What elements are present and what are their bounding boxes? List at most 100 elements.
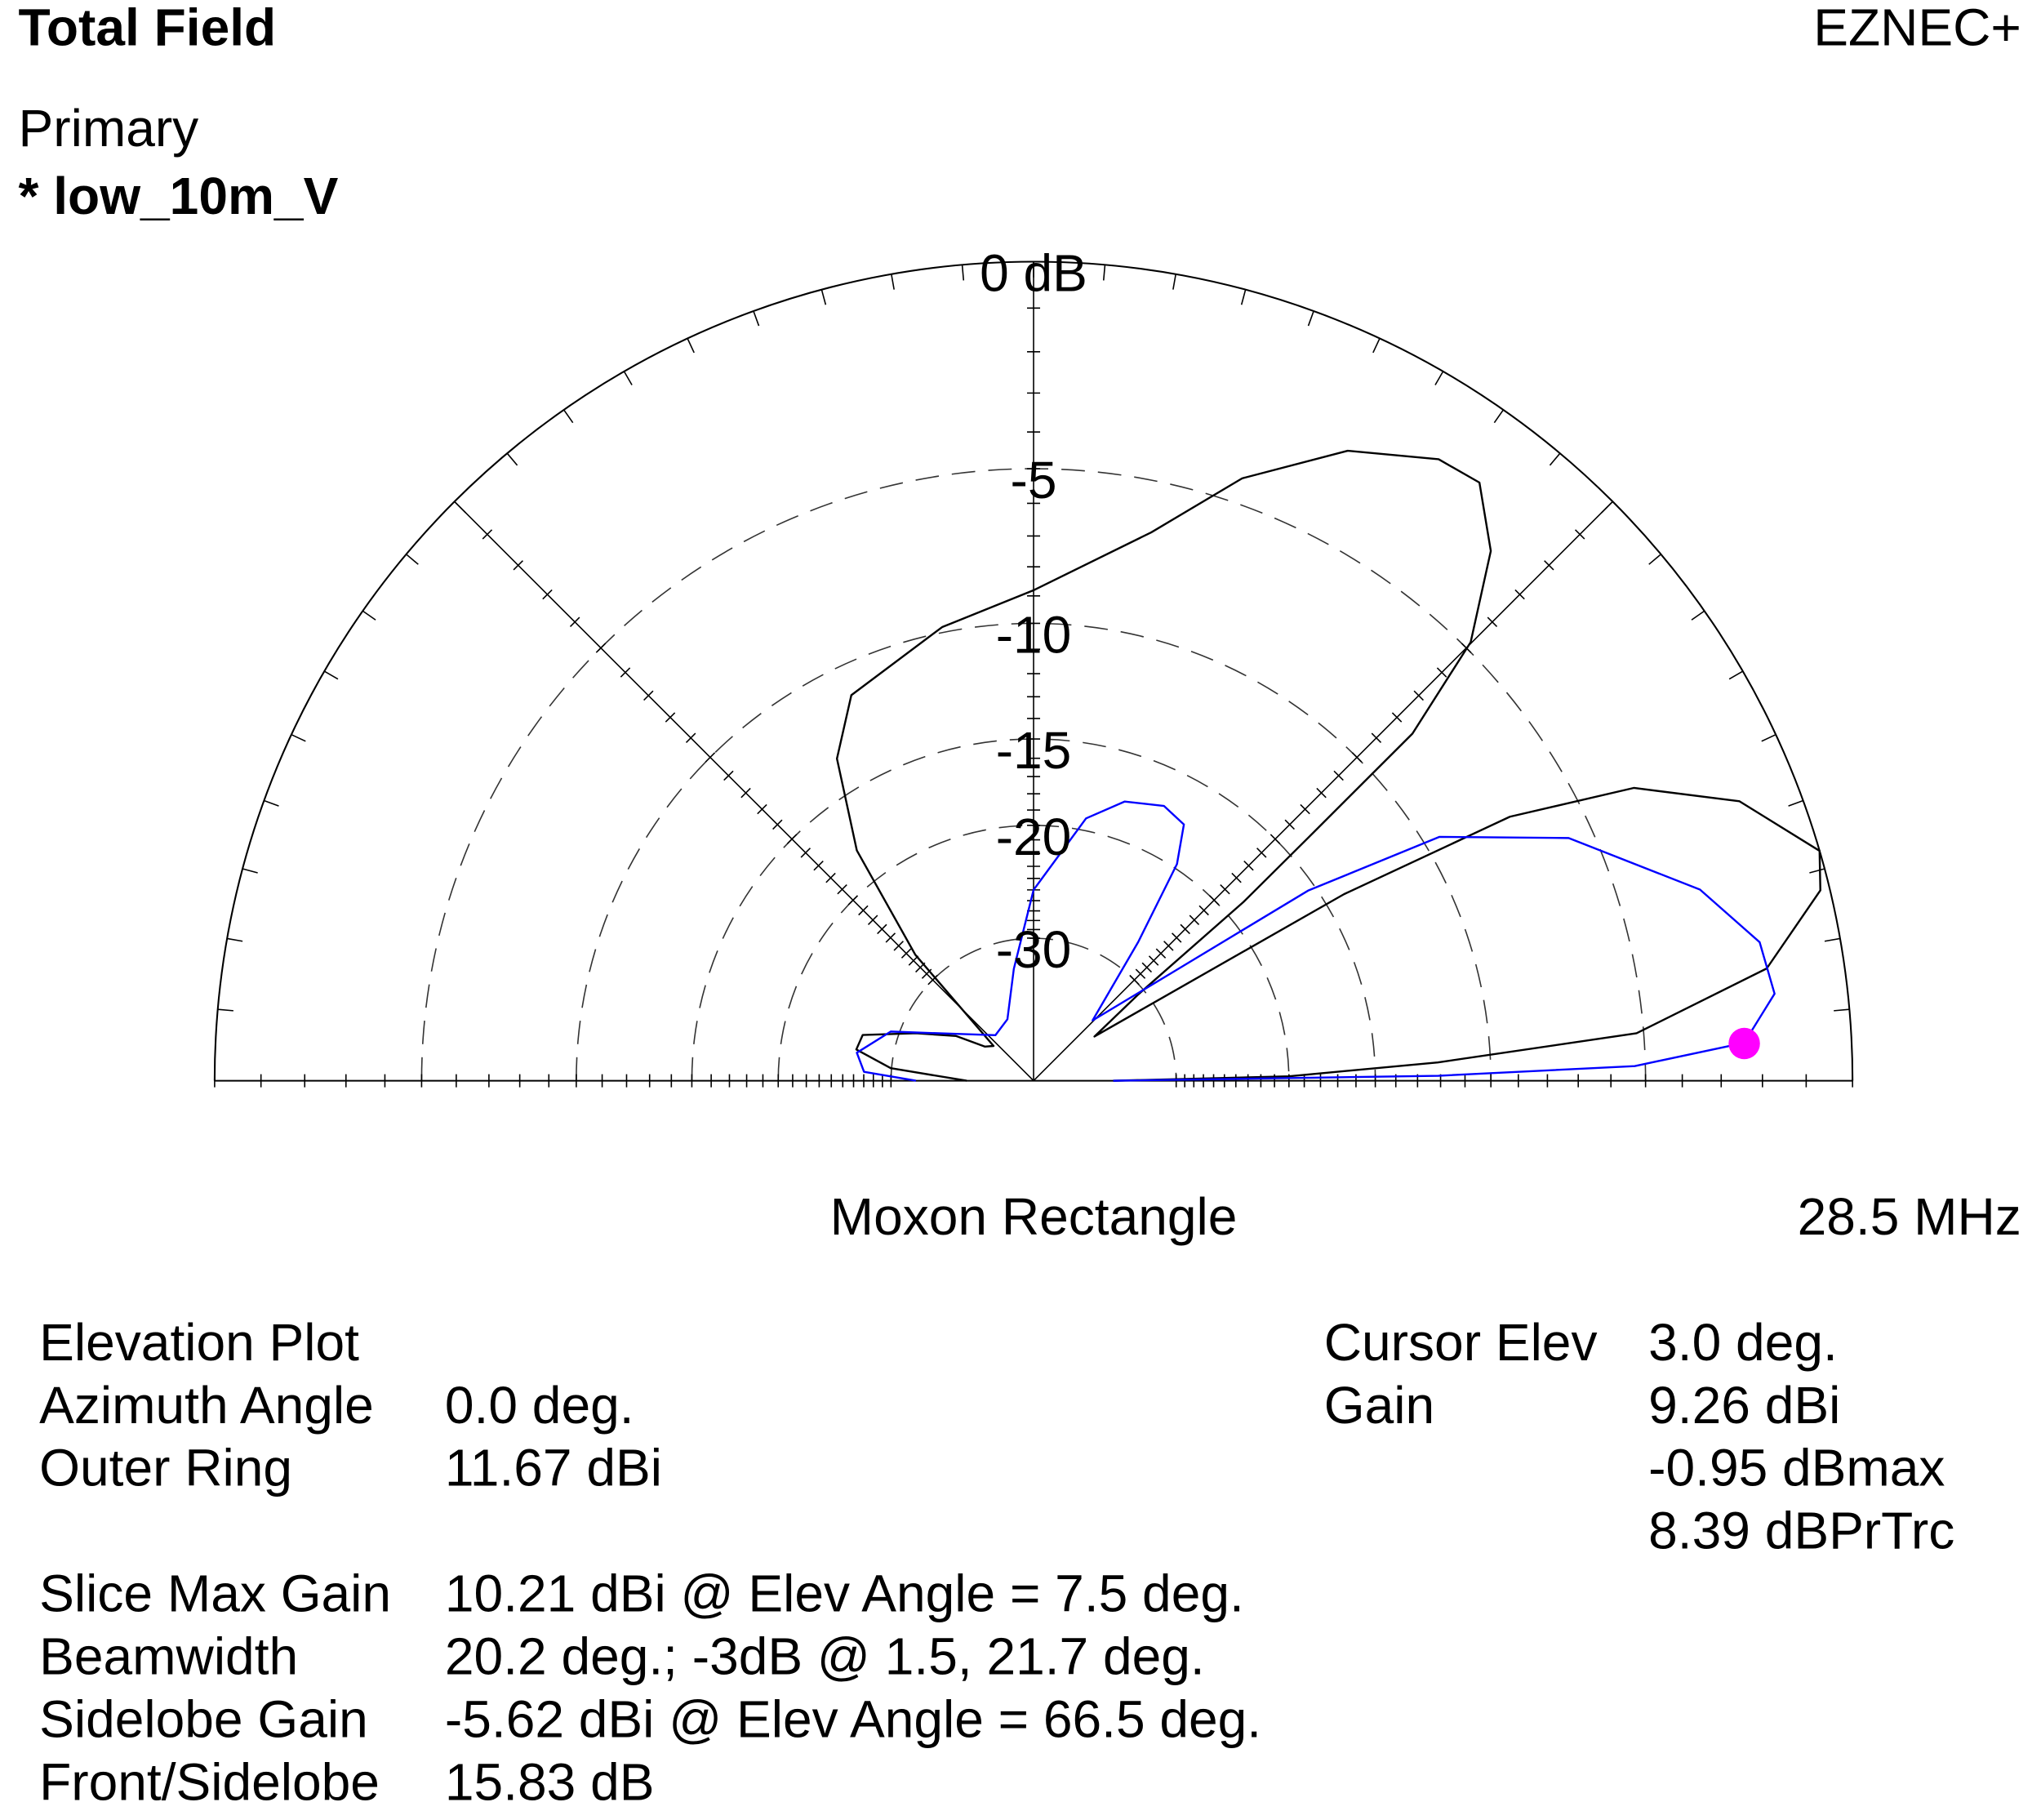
axis-tick xyxy=(825,872,836,883)
info-label: Slice Max Gain xyxy=(39,1564,391,1623)
axis-tick xyxy=(1163,941,1174,951)
axis-tick xyxy=(1391,712,1403,723)
angle-tick xyxy=(362,610,376,621)
axis-tick xyxy=(1220,883,1230,895)
axis-tick xyxy=(885,932,896,943)
axis-tick xyxy=(1180,923,1190,935)
axis-tick xyxy=(837,883,847,895)
angle-tick xyxy=(1761,733,1776,742)
info-value: 3.0 deg. xyxy=(1648,1313,1838,1372)
angle-tick xyxy=(454,501,466,514)
angle-tick xyxy=(1809,868,1825,874)
grid-ring xyxy=(777,825,1290,1081)
axis-tick xyxy=(449,496,460,507)
axis-tick xyxy=(1171,932,1182,943)
axis-tick xyxy=(1256,848,1267,858)
axis-tick xyxy=(858,905,869,916)
angle-tick xyxy=(242,868,258,874)
angle-tick xyxy=(753,310,760,327)
r-tick-label: 0 dB xyxy=(980,244,1087,303)
axis-tick xyxy=(1148,955,1159,966)
axis-tick xyxy=(665,712,676,723)
axis-tick xyxy=(1371,732,1382,743)
radial-line xyxy=(454,501,1034,1082)
axis-tick xyxy=(1300,803,1310,815)
info-value: 15.83 dB xyxy=(445,1752,655,1811)
angle-tick xyxy=(1824,937,1841,942)
axis-tick xyxy=(1544,560,1554,571)
axis-tick xyxy=(595,643,607,653)
info-label: Front/Sidelobe xyxy=(39,1752,380,1811)
info-label: Cursor Elev xyxy=(1324,1313,1598,1372)
angle-tick xyxy=(264,799,279,807)
program-name: EZNEC+ xyxy=(1813,0,2021,56)
angle-tick xyxy=(1728,670,1744,680)
r-tick-label: -15 xyxy=(996,721,1072,780)
axis-tick xyxy=(1208,895,1220,906)
axis-tick xyxy=(1351,752,1363,763)
axis-tick xyxy=(847,895,859,906)
info-value: 9.26 dBi xyxy=(1648,1376,1840,1435)
traces xyxy=(835,449,1821,1082)
angle-tick xyxy=(406,554,419,565)
axis-tick xyxy=(705,752,716,763)
axis-tick xyxy=(1270,834,1281,844)
axis-tick xyxy=(900,948,912,959)
axis-tick xyxy=(685,732,696,743)
pattern-trace xyxy=(856,800,1776,1082)
axis-tick xyxy=(1316,787,1327,799)
angle-tick xyxy=(1172,274,1177,290)
axis-tick xyxy=(620,667,631,678)
axis-tick xyxy=(513,560,523,571)
axis-tick xyxy=(482,529,493,540)
axis-tick xyxy=(723,770,734,781)
info-label: Beamwidth xyxy=(39,1626,298,1685)
labels: Primary * low_10m_V 0 dB -5 -10 -15 -20 -30 Elev… xyxy=(19,99,1955,1811)
legend-label: * low_10m_V xyxy=(19,167,339,225)
axis-tick xyxy=(772,819,783,830)
angle-tick xyxy=(1493,409,1505,424)
cursor-marker xyxy=(1728,1027,1760,1060)
axis-tick xyxy=(569,616,580,627)
info-label: Outer Ring xyxy=(39,1439,292,1497)
r-tick-label: -5 xyxy=(1011,451,1057,510)
angle-tick xyxy=(1434,371,1444,385)
angle-tick xyxy=(961,265,965,281)
angle-tick xyxy=(1834,1008,1850,1012)
subtitle: Moxon Rectangle xyxy=(830,1187,1238,1246)
info-value: 20.2 deg.; -3dB @ 1.5, 21.7 deg. xyxy=(445,1626,1205,1685)
axis-tick xyxy=(757,803,767,815)
angle-tick xyxy=(1601,501,1613,514)
angle-tick xyxy=(1307,310,1314,327)
info-label: Gain xyxy=(1324,1376,1434,1435)
axis-tick xyxy=(1514,589,1525,600)
angle-tick xyxy=(1372,338,1381,354)
angle-tick xyxy=(562,409,574,424)
axis-tick xyxy=(1135,968,1146,979)
axis-tick xyxy=(927,974,938,986)
axis-tick xyxy=(1198,905,1209,916)
axis-tick xyxy=(740,787,751,799)
axis-tick xyxy=(867,914,878,926)
axis-tick xyxy=(1333,770,1344,781)
info-value: -0.95 dBmax xyxy=(1648,1439,1945,1497)
axis-tick xyxy=(1189,914,1200,926)
angle-tick xyxy=(623,371,633,385)
info-label: Sidelobe Gain xyxy=(39,1689,368,1748)
info-value: 8.39 dBPrTrc xyxy=(1648,1502,1954,1560)
angle-tick xyxy=(217,1008,233,1012)
chart-title: Total Field xyxy=(19,0,277,56)
axis-tick xyxy=(813,860,824,871)
angle-tick xyxy=(506,452,518,466)
info-value: -5.62 dBi @ Elev Angle = 66.5 deg. xyxy=(445,1689,1261,1748)
axis-tick xyxy=(1141,962,1153,973)
axis-tick xyxy=(786,834,798,844)
r-tick-label: -30 xyxy=(996,920,1072,979)
info-value: 10.21 dBi @ Elev Angle = 7.5 deg. xyxy=(445,1564,1244,1623)
axis-tick xyxy=(1413,690,1425,701)
axis-tick xyxy=(1487,616,1498,627)
grid xyxy=(213,260,1854,1088)
radial-line xyxy=(1033,501,1613,1082)
r-tick-label: -10 xyxy=(996,606,1072,665)
